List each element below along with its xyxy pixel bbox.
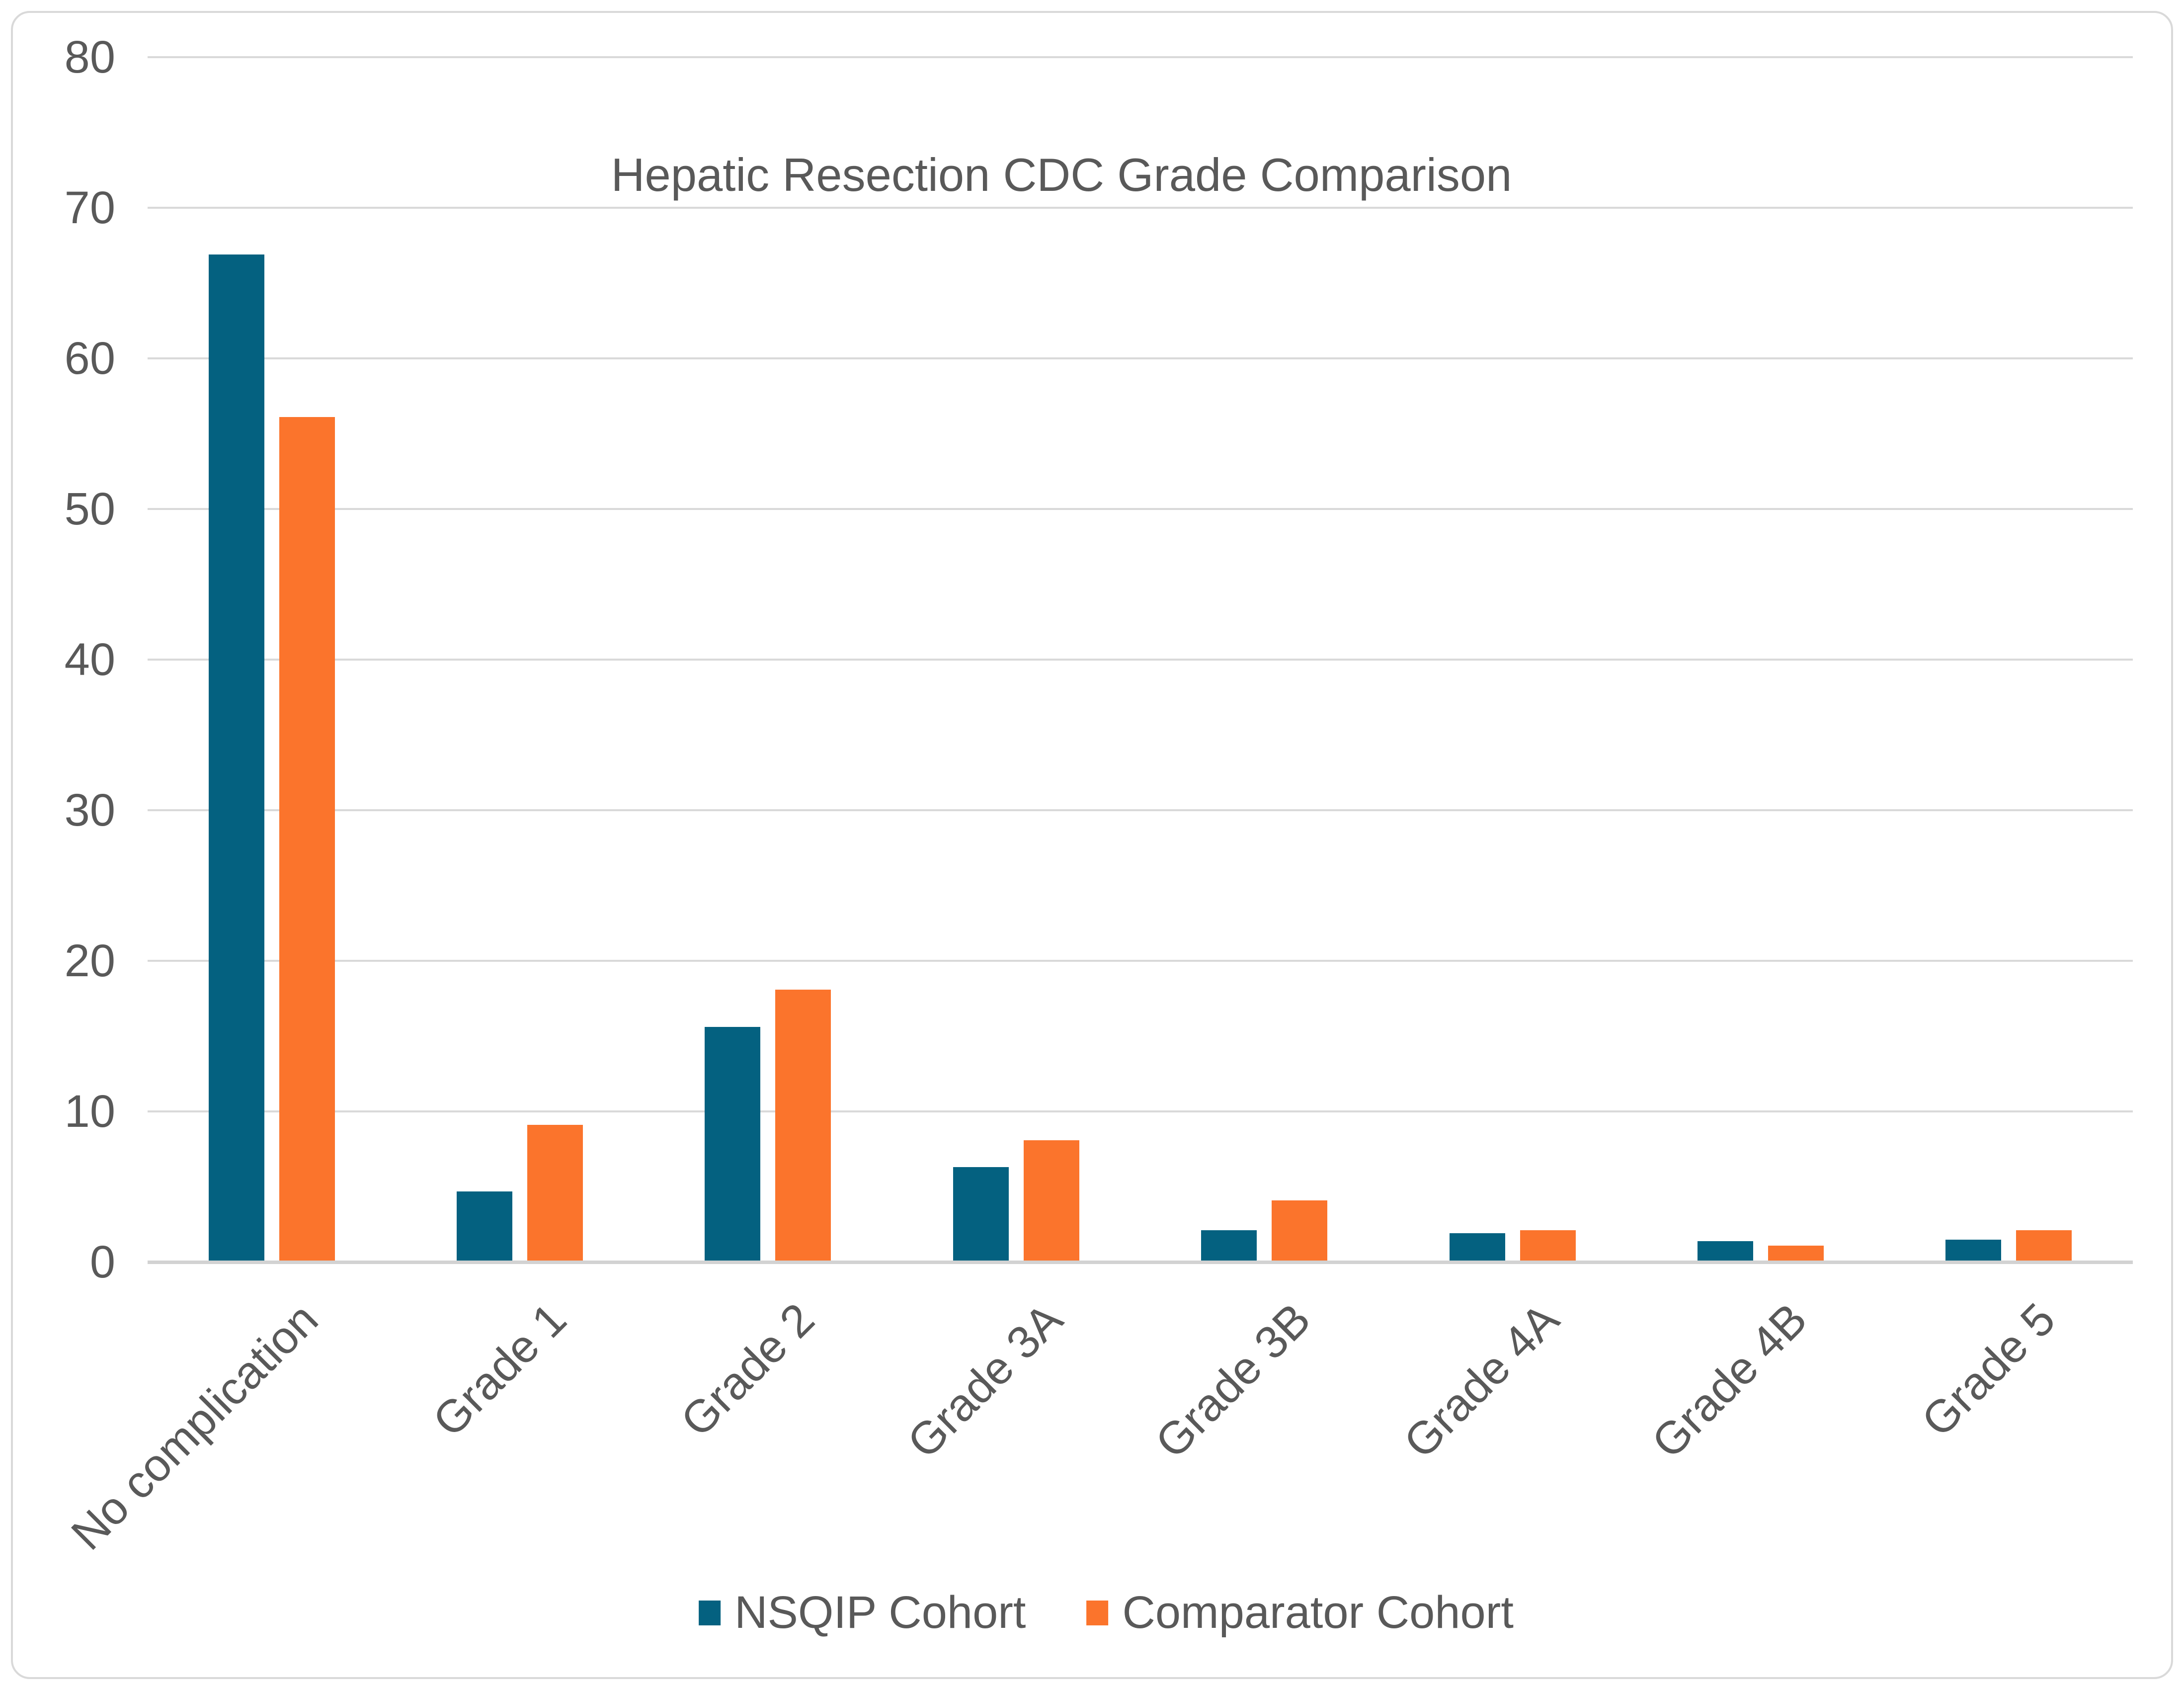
chart-title: Hepatic Resection CDC Grade Comparison	[611, 149, 1512, 201]
bar-comparator-cohort-no-complication	[279, 417, 335, 1261]
bar-comparator-cohort-grade-1	[527, 1125, 583, 1261]
legend-item-comparator: Comparator Cohort	[1086, 1587, 1514, 1639]
bar-comparator-cohort-grade-4b	[1768, 1246, 1824, 1261]
gridline-y-30	[148, 809, 2133, 811]
y-tick-label-60: 60	[64, 333, 115, 384]
gridline-y-80	[148, 56, 2133, 58]
gridline-y-20	[148, 960, 2133, 962]
y-tick-label-0: 0	[89, 1237, 115, 1287]
bar-nsqip-cohort-grade-1	[457, 1191, 512, 1261]
y-tick-label-80: 80	[64, 32, 115, 83]
gridline-y-70	[148, 207, 2133, 209]
bar-nsqip-cohort-grade-5	[1945, 1240, 2001, 1261]
bar-nsqip-cohort-grade-4a	[1450, 1233, 1505, 1261]
y-tick-label-20: 20	[64, 935, 115, 986]
gridline-y-40	[148, 659, 2133, 661]
bar-comparator-cohort-grade-3b	[1272, 1200, 1327, 1261]
bar-nsqip-cohort-grade-3a	[953, 1167, 1009, 1261]
y-tick-label-50: 50	[64, 484, 115, 534]
legend-item-nsqip: NSQIP Cohort	[699, 1587, 1026, 1639]
bar-comparator-cohort-grade-3a	[1024, 1140, 1079, 1261]
bar-nsqip-cohort-grade-2	[705, 1027, 760, 1261]
comparator-legend-label: Comparator Cohort	[1122, 1587, 1514, 1638]
legend: NSQIP Cohort Comparator Cohort	[699, 1587, 1514, 1639]
bar-comparator-cohort-grade-2	[775, 990, 831, 1261]
y-tick-label-70: 70	[64, 182, 115, 233]
nsqip-legend-label: NSQIP Cohort	[734, 1587, 1026, 1638]
y-tick-label-30: 30	[64, 785, 115, 836]
bar-nsqip-cohort-no-complication	[209, 254, 264, 1261]
y-tick-label-40: 40	[64, 634, 115, 685]
x-axis-line	[148, 1261, 2133, 1264]
nsqip-legend-swatch	[699, 1600, 721, 1625]
bar-nsqip-cohort-grade-3b	[1201, 1230, 1257, 1261]
gridline-y-60	[148, 357, 2133, 359]
comparator-legend-swatch	[1086, 1600, 1109, 1625]
bar-comparator-cohort-grade-4a	[1520, 1230, 1576, 1261]
gridline-y-50	[148, 508, 2133, 510]
bar-comparator-cohort-grade-5	[2016, 1230, 2072, 1261]
y-tick-label-10: 10	[64, 1086, 115, 1137]
chart-border	[11, 11, 2173, 1679]
bar-nsqip-cohort-grade-4b	[1698, 1241, 1753, 1261]
gridline-y-10	[148, 1110, 2133, 1112]
